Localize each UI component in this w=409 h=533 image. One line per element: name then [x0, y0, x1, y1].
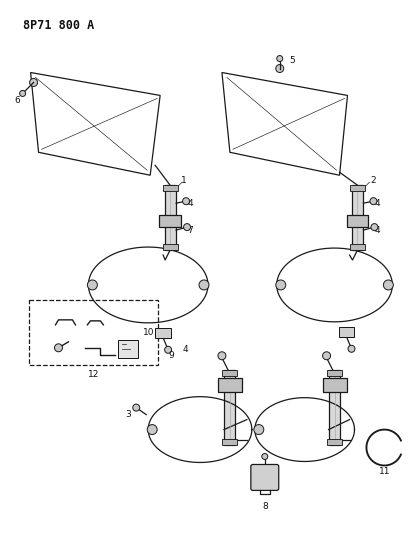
Bar — [163, 244, 178, 250]
Circle shape — [54, 344, 63, 352]
Bar — [327, 439, 342, 445]
Circle shape — [370, 198, 377, 205]
Circle shape — [262, 454, 268, 459]
Circle shape — [276, 64, 284, 72]
Circle shape — [165, 346, 172, 353]
Bar — [225, 370, 236, 445]
Bar — [339, 327, 355, 337]
Bar — [218, 378, 242, 392]
Text: 11: 11 — [379, 467, 390, 476]
Bar — [346, 215, 369, 227]
Text: 10: 10 — [144, 328, 155, 337]
Bar — [159, 215, 181, 227]
Circle shape — [133, 404, 140, 411]
Circle shape — [277, 55, 283, 61]
Circle shape — [383, 280, 393, 290]
Text: 4: 4 — [187, 199, 193, 208]
Bar — [323, 378, 346, 392]
Text: 6: 6 — [15, 96, 20, 105]
Circle shape — [323, 352, 330, 360]
Circle shape — [182, 198, 189, 205]
Text: 1: 1 — [181, 176, 187, 185]
Text: 2: 2 — [371, 176, 376, 185]
Bar — [29, 300, 158, 365]
Circle shape — [88, 280, 97, 290]
Bar — [352, 185, 363, 250]
Circle shape — [199, 280, 209, 290]
Circle shape — [218, 352, 226, 360]
Circle shape — [29, 78, 38, 86]
FancyBboxPatch shape — [251, 464, 279, 490]
Bar — [350, 185, 365, 191]
Bar — [329, 370, 340, 445]
Text: 8P71 800 A: 8P71 800 A — [22, 19, 94, 31]
Bar — [222, 370, 237, 376]
Text: 5: 5 — [289, 56, 294, 65]
Text: 4: 4 — [182, 345, 188, 354]
Circle shape — [20, 91, 26, 96]
Circle shape — [184, 224, 191, 231]
Bar — [163, 185, 178, 191]
Circle shape — [371, 224, 378, 231]
Text: 3: 3 — [126, 410, 131, 419]
Circle shape — [276, 280, 286, 290]
Text: 12: 12 — [88, 370, 99, 379]
Bar — [350, 244, 365, 250]
Circle shape — [348, 345, 355, 352]
Text: 8: 8 — [262, 502, 267, 511]
Text: 7: 7 — [187, 225, 193, 235]
Bar — [155, 328, 171, 338]
Circle shape — [147, 425, 157, 434]
Text: 4: 4 — [375, 199, 380, 208]
Bar — [327, 370, 342, 376]
Text: 4: 4 — [375, 225, 380, 235]
Bar — [165, 185, 175, 250]
Bar — [118, 340, 138, 358]
Bar — [222, 439, 237, 445]
Text: 9: 9 — [168, 351, 174, 360]
Circle shape — [254, 425, 264, 434]
